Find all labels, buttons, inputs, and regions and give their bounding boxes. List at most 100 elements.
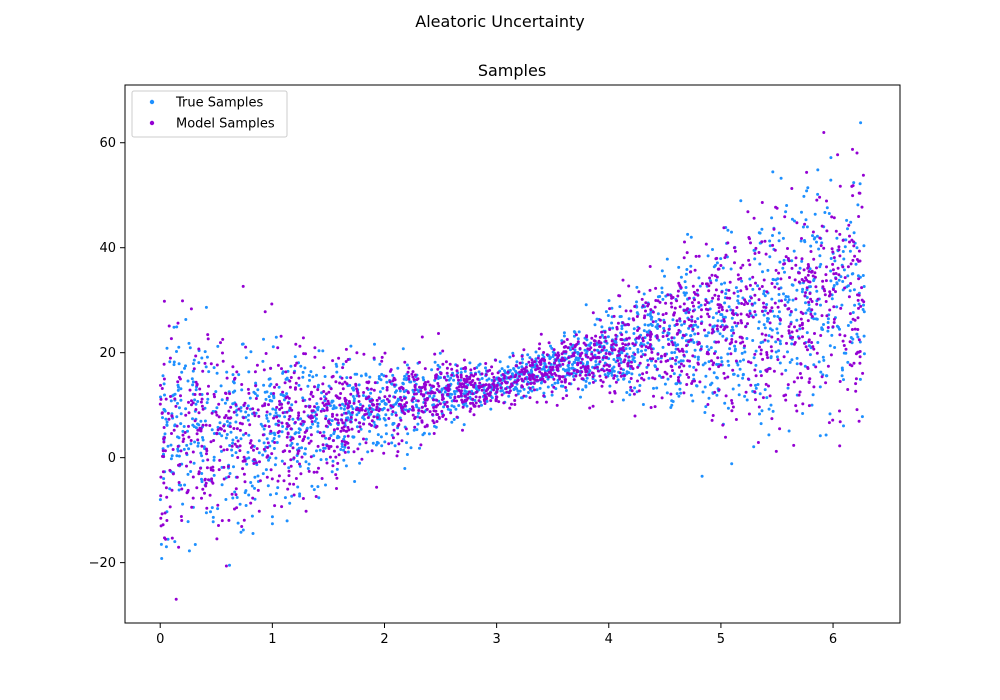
- scatter-point: [770, 297, 774, 301]
- scatter-point: [785, 204, 789, 207]
- scatter-point: [296, 485, 300, 489]
- scatter-point: [495, 390, 499, 394]
- scatter-point: [567, 356, 571, 360]
- scatter-point: [585, 376, 589, 380]
- scatter-point: [175, 454, 179, 458]
- scatter-point: [680, 323, 684, 327]
- scatter-point: [327, 419, 331, 423]
- scatter-point: [710, 273, 714, 277]
- scatter-point: [794, 404, 798, 408]
- scatter-point: [670, 351, 674, 355]
- scatter-point: [592, 339, 596, 343]
- scatter-point: [862, 285, 866, 288]
- scatter-point: [642, 329, 646, 333]
- scatter-point: [301, 336, 305, 340]
- scatter-point: [754, 349, 758, 353]
- scatter-point: [853, 303, 857, 307]
- scatter-point: [633, 305, 637, 308]
- scatter-point: [826, 321, 830, 324]
- scatter-point: [643, 353, 647, 357]
- scatter-point: [531, 363, 534, 367]
- scatter-point: [666, 377, 670, 381]
- scatter-point: [346, 425, 350, 429]
- scatter-point: [259, 422, 263, 426]
- scatter-point: [825, 229, 829, 233]
- scatter-point: [162, 299, 166, 303]
- scatter-point: [182, 425, 186, 428]
- scatter-point: [624, 309, 628, 313]
- scatter-point: [645, 365, 649, 369]
- scatter-point: [294, 400, 298, 404]
- scatter-point: [698, 380, 702, 384]
- scatter-point: [191, 380, 195, 384]
- scatter-point: [294, 381, 298, 385]
- scatter-point: [258, 479, 262, 483]
- scatter-point: [554, 358, 558, 362]
- scatter-point: [237, 373, 241, 377]
- scatter-point: [341, 362, 345, 366]
- scatter-point: [324, 424, 328, 428]
- scatter-point: [418, 385, 421, 389]
- scatter-point: [210, 506, 214, 510]
- scatter-point: [669, 374, 673, 378]
- scatter-point: [718, 332, 722, 336]
- scatter-point: [208, 493, 212, 497]
- scatter-point: [818, 265, 822, 269]
- scatter-point: [327, 447, 331, 450]
- scatter-point: [273, 385, 276, 389]
- scatter-point: [301, 396, 305, 400]
- scatter-point: [358, 425, 362, 429]
- scatter-point: [824, 374, 828, 378]
- scatter-point: [813, 271, 817, 275]
- scatter-point: [289, 464, 293, 468]
- scatter-point: [652, 394, 655, 398]
- scatter-point: [656, 357, 660, 361]
- scatter-point: [285, 519, 289, 523]
- scatter-point: [452, 405, 456, 409]
- scatter-point: [518, 374, 521, 378]
- scatter-point: [348, 383, 352, 387]
- scatter-point: [288, 379, 292, 383]
- scatter-point: [228, 421, 232, 425]
- scatter-point: [648, 343, 652, 346]
- scatter-point: [265, 410, 269, 414]
- scatter-point: [216, 425, 220, 429]
- scatter-point: [778, 260, 782, 264]
- scatter-point: [201, 369, 205, 373]
- scatter-point: [159, 475, 163, 479]
- scatter-point: [800, 259, 804, 263]
- scatter-point: [452, 390, 456, 393]
- scatter-point: [527, 377, 531, 381]
- scatter-point: [363, 413, 367, 417]
- scatter-point: [176, 321, 180, 325]
- scatter-point: [747, 360, 750, 364]
- scatter-point: [172, 363, 176, 367]
- scatter-point: [600, 325, 604, 329]
- scatter-point: [645, 330, 649, 334]
- scatter-point: [860, 205, 864, 209]
- scatter-point: [534, 368, 538, 372]
- scatter-point: [716, 267, 720, 271]
- scatter-point: [393, 378, 397, 382]
- scatter-point: [323, 375, 327, 378]
- scatter-point: [336, 434, 340, 438]
- scatter-point: [766, 356, 770, 360]
- scatter-point: [497, 400, 501, 404]
- scatter-point: [324, 417, 328, 421]
- scatter-point: [306, 384, 310, 388]
- scatter-point: [406, 391, 410, 395]
- scatter-point: [279, 334, 283, 338]
- scatter-point: [627, 336, 631, 340]
- scatter-point: [806, 266, 810, 270]
- scatter-point: [159, 542, 163, 546]
- scatter-point: [269, 429, 273, 433]
- scatter-point: [614, 343, 618, 347]
- scatter-point: [547, 341, 551, 345]
- scatter-point: [341, 366, 345, 370]
- scatter-point: [285, 422, 289, 425]
- scatter-point: [786, 247, 789, 250]
- scatter-point: [175, 325, 179, 329]
- scatter-point: [443, 402, 447, 406]
- scatter-point: [834, 277, 838, 281]
- scatter-point: [610, 373, 614, 377]
